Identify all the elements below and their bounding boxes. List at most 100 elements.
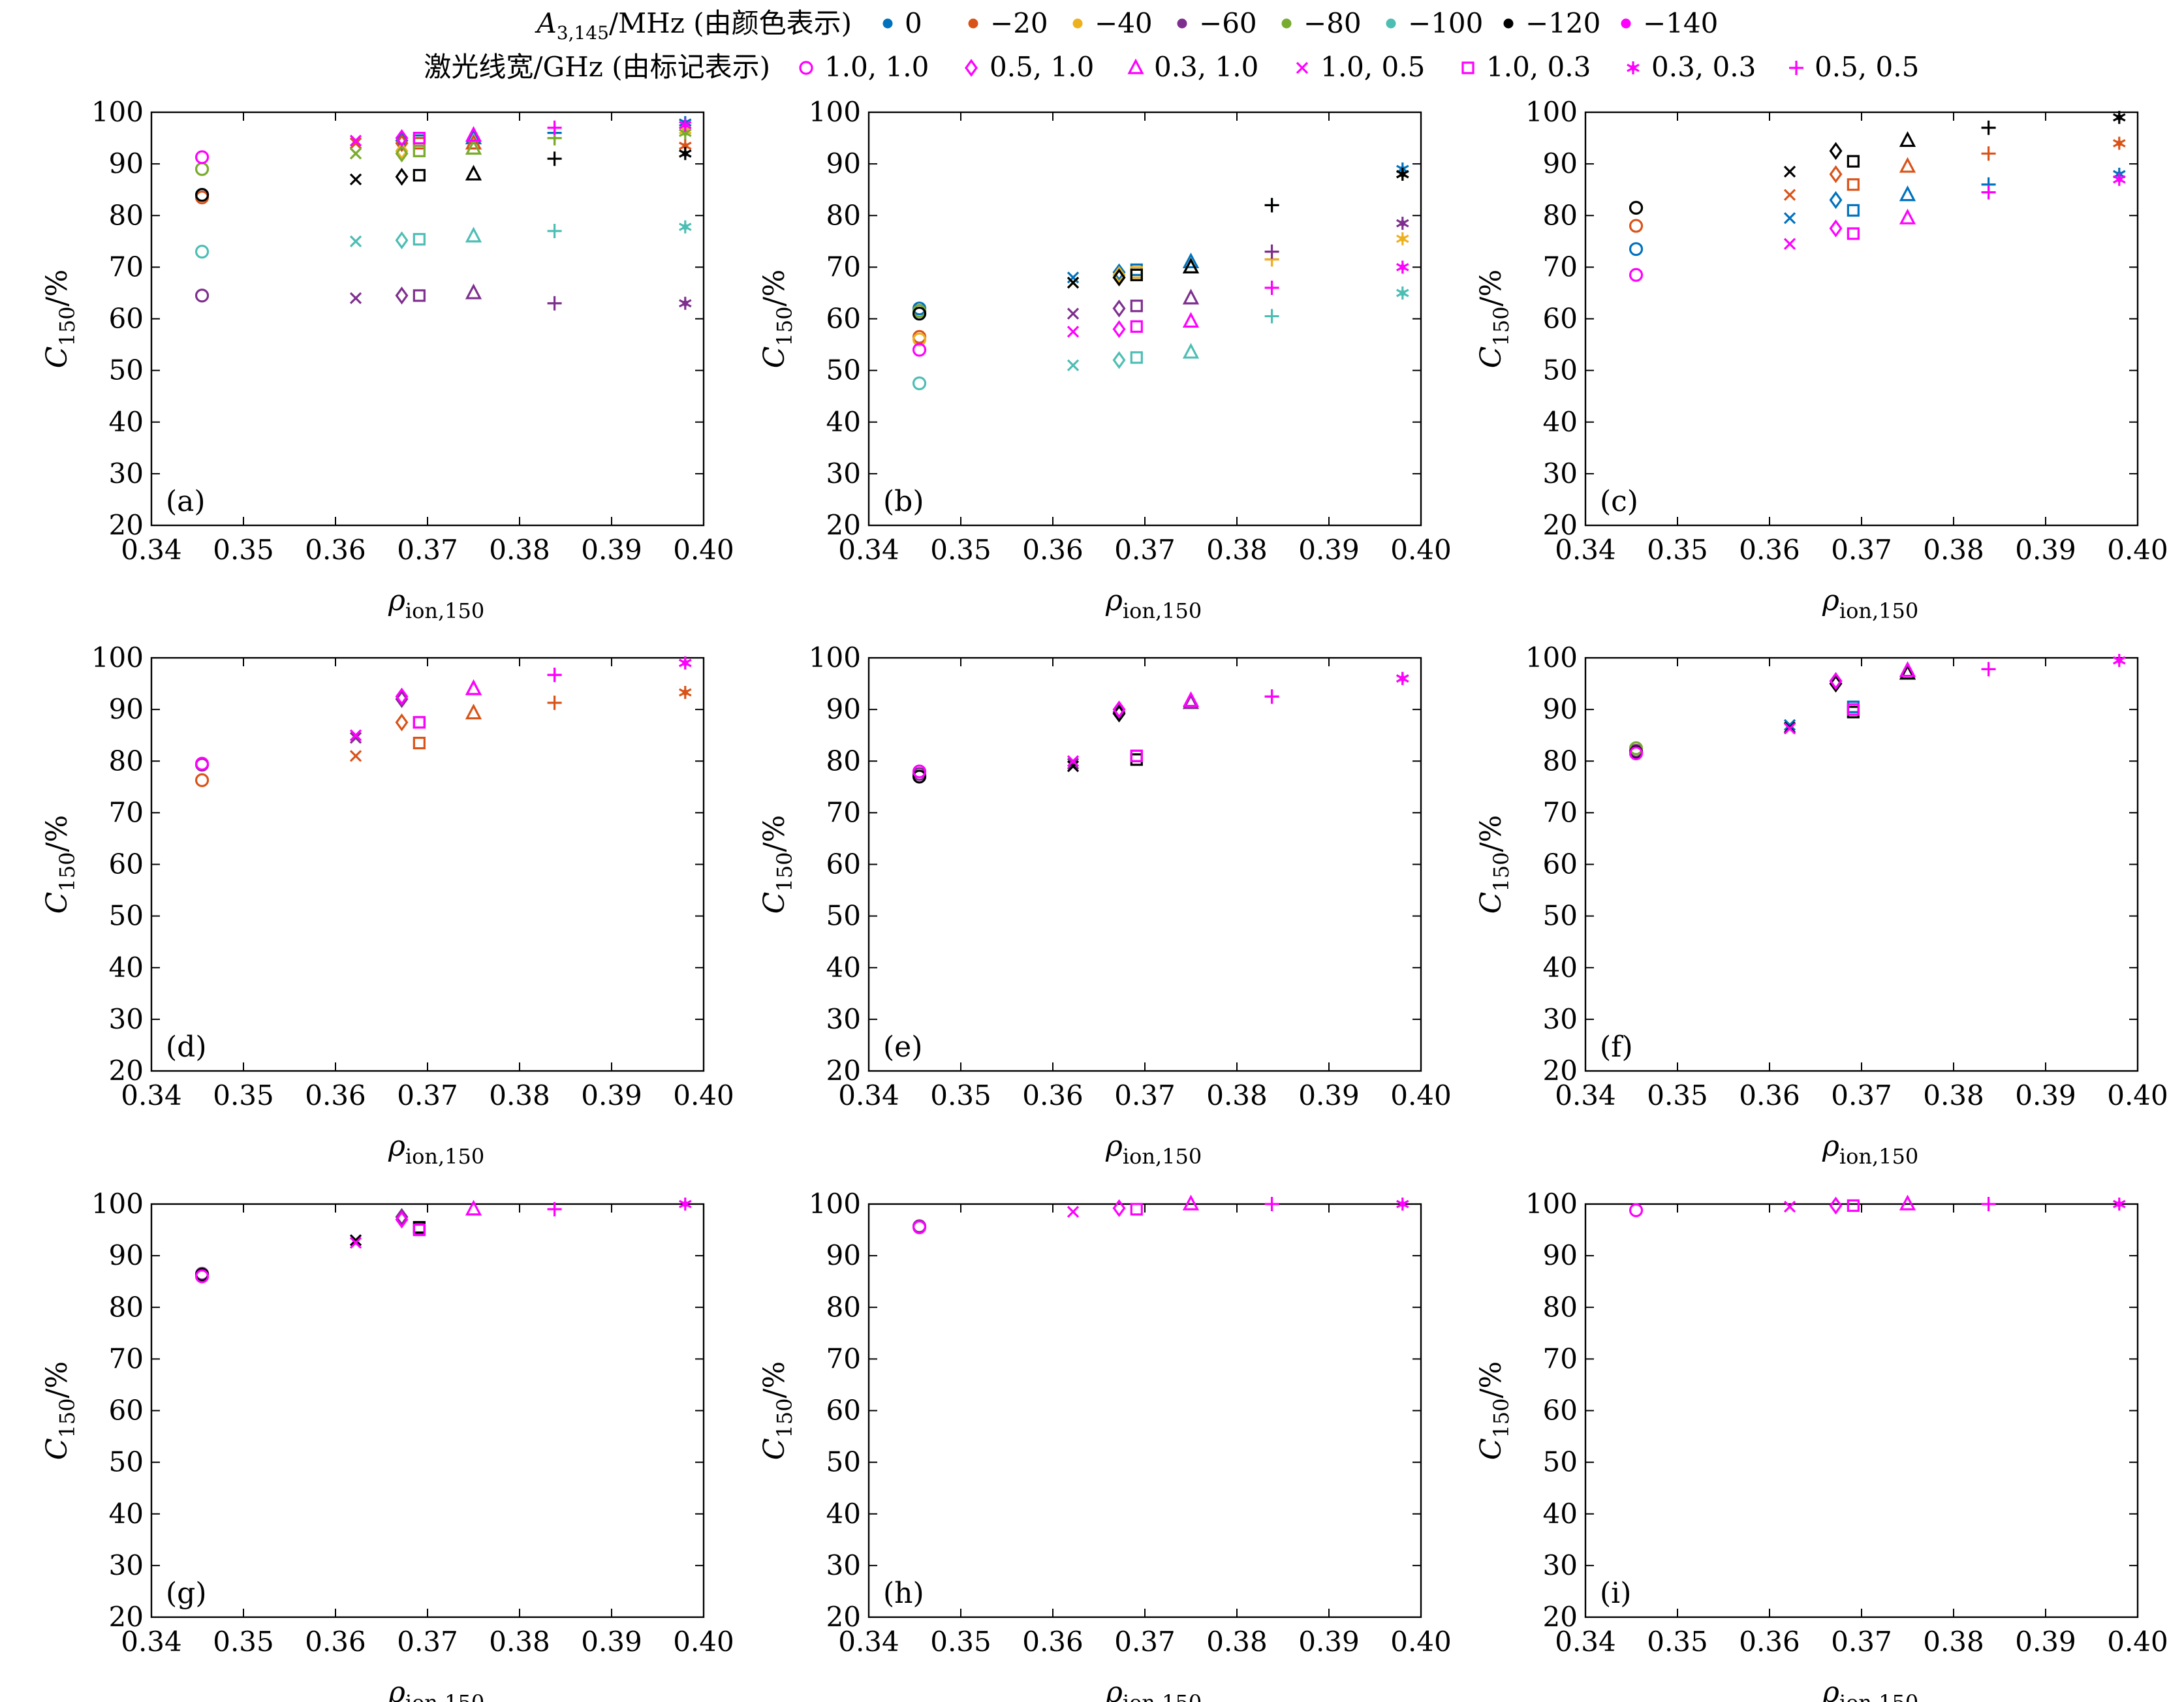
data-point-x [1067,760,1080,773]
data-point-diamond [1112,700,1126,719]
panel-label: (e) [883,1030,922,1064]
legend-color-label: −40 [1095,7,1153,39]
x-tick-label: 0.34 [1555,534,1616,566]
y-tick-label: 100 [809,642,861,673]
data-point-square [1130,749,1143,762]
y-axis-label: C150/% [758,270,797,368]
legend-color-swatch [1281,18,1292,29]
legend-marker-entries: 1.0, 1.0 0.5, 1.0 0.3, 1.0 1.0, 0.5 1.0, 0.3… [799,51,1919,83]
plot-frame [150,1203,705,1618]
y-tick-label: 20 [109,1055,144,1087]
y-tick-label: 80 [826,199,861,231]
y-tick-label: 90 [109,693,144,725]
data-point-star [1396,260,1409,274]
data-point-circle [195,188,210,202]
y-tick-label: 100 [91,96,144,128]
data-point-square [413,289,426,302]
x-tick-label: 0.40 [1390,1626,1452,1658]
data-point-diamond [1112,268,1126,286]
data-point-x [1783,189,1796,201]
data-point-square [1847,703,1860,716]
y-tick-label: 30 [109,1003,144,1035]
x-tick-label: 0.34 [838,1079,899,1111]
data-point-triangle [1182,343,1200,359]
y-tick-label: 70 [109,796,144,828]
legend-color-swatch [1621,18,1631,29]
x-tick-label: 0.40 [673,1626,734,1658]
data-point-star [2113,110,2126,124]
data-point-triangle [1182,288,1200,305]
y-tick-label: 80 [1543,199,1578,231]
data-point-square [1130,268,1143,281]
data-point-star [2113,136,2126,150]
data-point-circle [1629,219,1644,233]
y-tick-label: 40 [826,1498,861,1530]
x-tick-label: 0.39 [1298,534,1360,566]
y-axis-label: C150/% [1474,1361,1514,1460]
x-axis-label: ρion,150 [1105,1130,1202,1169]
y-tick-label: 80 [826,1291,861,1323]
data-point-star [1396,672,1409,685]
legend-marker-label: 0.5, 0.5 [1815,51,1919,83]
x-tick-label: 0.34 [121,1079,182,1111]
x-tick-label: 0.39 [2015,534,2076,566]
y-tick-label: 100 [91,1188,144,1220]
data-point-diamond [395,1208,409,1226]
x-tick-label: 0.39 [2015,1626,2076,1658]
legend-marker-plus-icon [1789,61,1803,75]
y-tick-label: 20 [826,509,861,541]
data-point-circle [1629,746,1644,760]
y-tick-label: 50 [109,900,144,932]
panel-label: (g) [166,1577,207,1610]
legend-color-swatch [1072,18,1083,29]
data-point-circle [195,245,210,259]
x-tick-label: 0.40 [2107,534,2168,566]
legend-marker-square-icon [1461,61,1474,74]
panel-b: 0.34 0.35 0.36 0.37 0.38 0.39 0.40 20 30 40 50 60 70… [758,96,1452,623]
data-point-x [349,1234,362,1246]
data-point-triangle [1899,664,1916,680]
data-point-plus [547,1201,562,1216]
x-tick-label: 0.39 [2015,1079,2076,1111]
y-tick-label: 20 [826,1601,861,1633]
data-point-square [1847,204,1860,217]
data-point-diamond [1112,1199,1126,1218]
y-tick-label: 40 [826,952,861,983]
legend-marker-label: 0.3, 1.0 [1154,51,1258,83]
y-tick-label: 30 [109,1549,144,1581]
x-tick-label: 0.37 [1831,534,1892,566]
data-point-square [1847,155,1860,168]
plot-frame [150,111,705,527]
y-axis-label: C150/% [758,1361,797,1460]
data-point-circle [195,162,210,176]
y-tick-label: 60 [1543,303,1578,335]
data-point-diamond [395,690,409,709]
data-point-x [349,732,362,744]
x-axis-label: ρion,150 [1822,1676,1918,1702]
y-tick-label: 70 [1543,251,1578,283]
x-tick-label: 0.34 [838,534,899,566]
data-point-diamond [395,713,409,732]
x-tick-label: 0.37 [1114,1079,1176,1111]
legend-color-label: −120 [1525,7,1600,39]
panel-a: 0.34 0.35 0.36 0.37 0.38 0.39 0.40 20 30 40 50 60 70… [40,96,734,623]
x-tick-label: 0.35 [930,534,991,566]
x-tick-label: 0.35 [213,534,274,566]
data-point-circle [912,764,927,779]
data-point-star [679,686,692,700]
x-tick-label: 0.35 [930,1626,991,1658]
data-point-x [349,1237,362,1249]
data-point-square [413,233,426,246]
data-point-triangle [465,679,482,696]
y-tick-label: 60 [109,303,144,335]
data-point-square [413,131,426,145]
y-tick-label: 80 [109,1291,144,1323]
data-points [912,1194,1409,1235]
data-point-circle [195,150,210,164]
data-points [1629,1194,2126,1218]
data-point-x [1067,307,1080,320]
y-tick-label: 80 [109,199,144,231]
x-tick-label: 0.35 [1647,1079,1708,1111]
data-points [195,656,692,788]
data-point-plus [1981,662,1996,677]
